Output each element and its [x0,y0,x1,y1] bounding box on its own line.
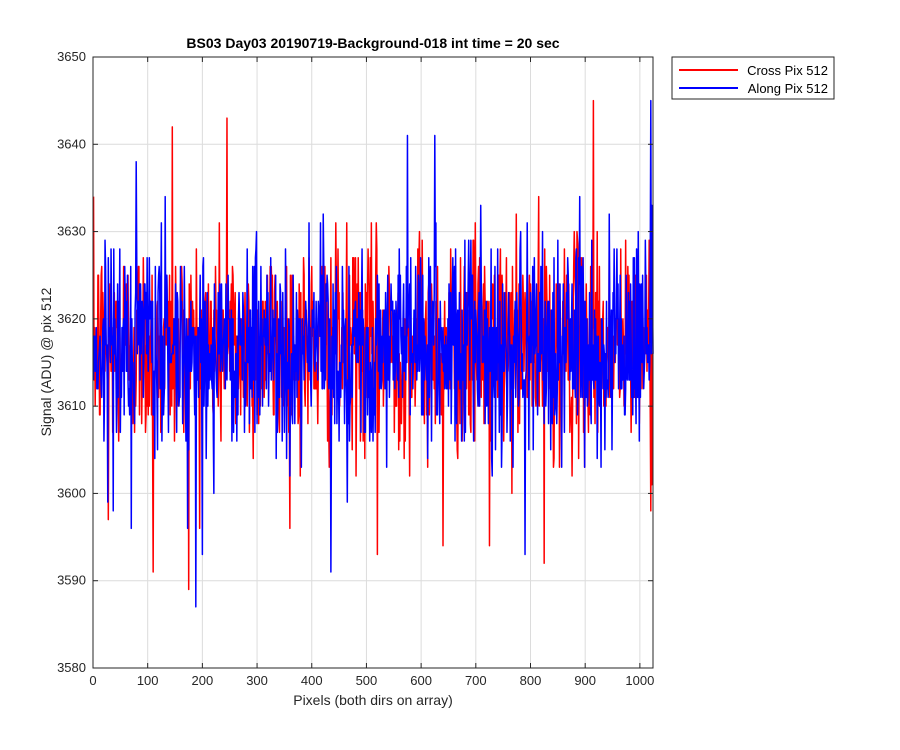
x-tick-label: 300 [246,673,268,688]
x-tick-label: 0 [89,673,96,688]
x-tick-label: 1000 [625,673,654,688]
chart-title: BS03 Day03 20190719-Background-018 int t… [186,35,559,51]
x-axis-label: Pixels (both dirs on array) [293,692,453,708]
y-tick-label: 3630 [57,224,86,239]
x-tick-label: 700 [465,673,487,688]
series-line-along-pix-512 [92,99,654,608]
legend-box [671,56,835,100]
legend-label-cross-pix: Cross Pix 512 [747,63,828,78]
legend: Cross Pix 512 Along Pix 512 [671,56,835,100]
series-layer [92,99,654,608]
y-axis-label: Signal (ADU) @ pix 512 [38,287,54,436]
x-tick-label: 800 [520,673,542,688]
y-tick-label: 3650 [57,49,86,64]
y-tick-label: 3610 [57,398,86,413]
x-tick-label: 900 [574,673,596,688]
x-tick-label: 600 [410,673,432,688]
x-tick-label: 100 [137,673,159,688]
x-tick-label: 400 [301,673,323,688]
axes-box [92,56,654,669]
x-tick-label: 200 [192,673,214,688]
y-tick-label: 3640 [57,136,86,151]
y-tick-label: 3580 [57,660,86,675]
y-tick-label: 3620 [57,311,86,326]
legend-label-along-pix: Along Pix 512 [748,81,828,96]
y-tick-label: 3600 [57,485,86,500]
y-tick-label: 3590 [57,573,86,588]
ticks: 0 100 200 300 400 500 600 700 800 900 1000 3580 3590… [57,49,654,688]
x-tick-label: 500 [356,673,378,688]
